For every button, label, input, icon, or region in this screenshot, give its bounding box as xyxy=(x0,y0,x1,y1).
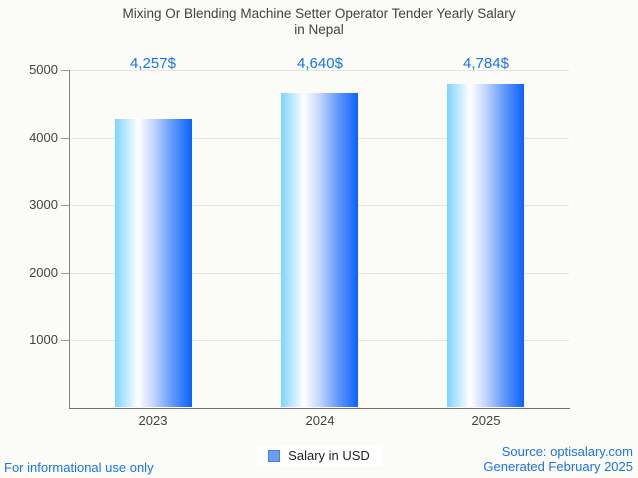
bar-2024[interactable] xyxy=(281,93,358,407)
y-axis-label-3000: 3000 xyxy=(29,197,58,212)
footer-attribution: Source: optisalary.com Generated Februar… xyxy=(483,444,633,474)
y-axis-line xyxy=(69,70,70,409)
chart-title-line1: Mixing Or Blending Machine Setter Operat… xyxy=(122,6,516,21)
y-tick-2000 xyxy=(61,273,69,274)
bar-2025[interactable] xyxy=(447,84,524,407)
legend-label: Salary in USD xyxy=(288,448,370,463)
x-axis-label-2023: 2023 xyxy=(138,413,168,428)
informational-use-link[interactable]: For informational use only xyxy=(4,460,154,475)
value-label-2023: 4,257$ xyxy=(130,55,176,72)
value-label-2025: 4,784$ xyxy=(463,55,509,72)
source-link[interactable]: Source: optisalary.com xyxy=(501,444,633,459)
value-label-2024: 4,640$ xyxy=(297,55,343,72)
y-axis-label-4000: 4000 xyxy=(29,130,58,145)
y-axis-label-5000: 5000 xyxy=(29,62,58,77)
y-axis-label-2000: 2000 xyxy=(29,265,58,280)
x-axis-label-2024: 2024 xyxy=(305,413,335,428)
chart-title: Mixing Or Blending Machine Setter Operat… xyxy=(0,6,638,38)
y-tick-4000 xyxy=(61,138,69,139)
y-axis-label-1000: 1000 xyxy=(29,332,58,347)
y-tick-1000 xyxy=(61,340,69,341)
legend: Salary in USD xyxy=(0,445,638,466)
legend-entry: Salary in USD xyxy=(256,445,382,466)
generated-date: Generated February 2025 xyxy=(483,459,633,474)
legend-marker-icon xyxy=(268,449,281,462)
y-tick-5000 xyxy=(61,70,69,71)
bar-2023[interactable] xyxy=(115,119,192,407)
gridline-5000 xyxy=(70,70,569,71)
chart-title-line2: in Nepal xyxy=(294,22,344,37)
x-axis-label-2025: 2025 xyxy=(471,413,501,428)
y-tick-3000 xyxy=(61,205,69,206)
x-axis-line xyxy=(69,408,570,409)
